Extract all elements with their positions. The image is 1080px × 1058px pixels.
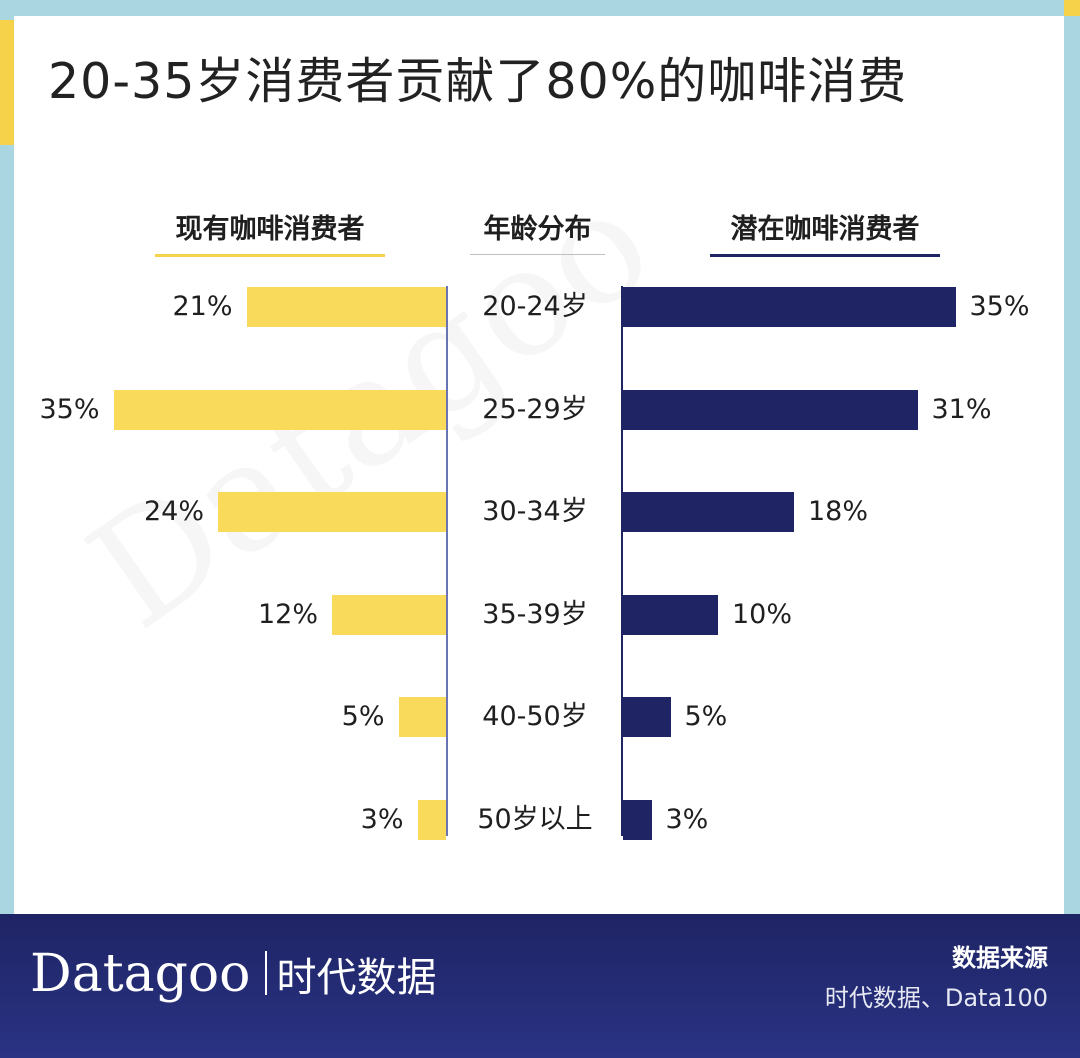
- left-axis-line: [446, 286, 448, 836]
- chart-card: [14, 16, 1064, 914]
- age-category-label-5: 50岁以上: [477, 803, 593, 835]
- age-category-label-0: 20-24岁: [482, 291, 588, 322]
- age-category-label-2: 30-34岁: [482, 496, 588, 527]
- bar-existing-2: [218, 492, 446, 532]
- value-label-potential-0: 35%: [969, 291, 1030, 322]
- bar-potential-4: [623, 697, 671, 737]
- value-label-existing-5: 3%: [360, 803, 404, 835]
- age-category-label-4: 40-50岁: [482, 701, 588, 732]
- bar-potential-2: [623, 492, 794, 532]
- bar-existing-4: [398, 697, 446, 737]
- brand-name-en: Datagoo: [30, 944, 251, 1004]
- value-label-potential-1: 31%: [931, 393, 992, 425]
- value-label-existing-4: 5%: [341, 701, 385, 732]
- bar-potential-5: [623, 799, 652, 840]
- footer-bar: Datagoo 时代数据 数据来源 时代数据、Data100: [0, 914, 1080, 1058]
- bar-existing-0: [246, 287, 446, 327]
- age-category-label-1: 25-29岁: [482, 393, 588, 425]
- legend-potential-consumers: 潜在咖啡消费者: [710, 210, 940, 257]
- value-label-potential-2: 18%: [808, 496, 869, 527]
- age-category-label-3: 35-39岁: [482, 598, 588, 630]
- bar-existing-1: [113, 389, 446, 430]
- bar-chart: 21% 35% 20-24岁 35% 31% 25-29岁 24% 18% 30-34岁 12% 1…: [39, 287, 1030, 840]
- value-label-existing-3: 12%: [257, 598, 318, 630]
- value-label-existing-2: 24%: [143, 496, 204, 527]
- brand-divider: [264, 951, 267, 995]
- legend-existing-consumers: 现有咖啡消费者: [155, 210, 385, 257]
- value-label-existing-0: 21%: [172, 291, 233, 322]
- age-distribution-header: 年龄分布: [470, 210, 605, 255]
- source-text: 时代数据、Data100: [824, 984, 1048, 1012]
- brand-name-cn: 时代数据: [276, 955, 437, 1001]
- yellow-accent-left: [0, 20, 14, 145]
- value-label-existing-1: 35%: [39, 393, 100, 425]
- bar-potential-0: [623, 287, 956, 327]
- right-axis-line: [621, 286, 623, 836]
- value-label-potential-3: 10%: [732, 598, 793, 630]
- value-label-potential-4: 5%: [684, 701, 728, 732]
- source-title: 数据来源: [952, 944, 1048, 972]
- bar-existing-3: [332, 594, 446, 635]
- bar-existing-5: [417, 799, 446, 840]
- bar-potential-3: [623, 594, 718, 635]
- chart-title: 20-35岁消费者贡献了80%的咖啡消费: [48, 53, 908, 110]
- bar-potential-1: [623, 389, 918, 430]
- yellow-accent-right: [1064, 0, 1080, 16]
- value-label-potential-5: 3%: [665, 803, 709, 835]
- brand-logo: Datagoo 时代数据: [30, 944, 437, 1004]
